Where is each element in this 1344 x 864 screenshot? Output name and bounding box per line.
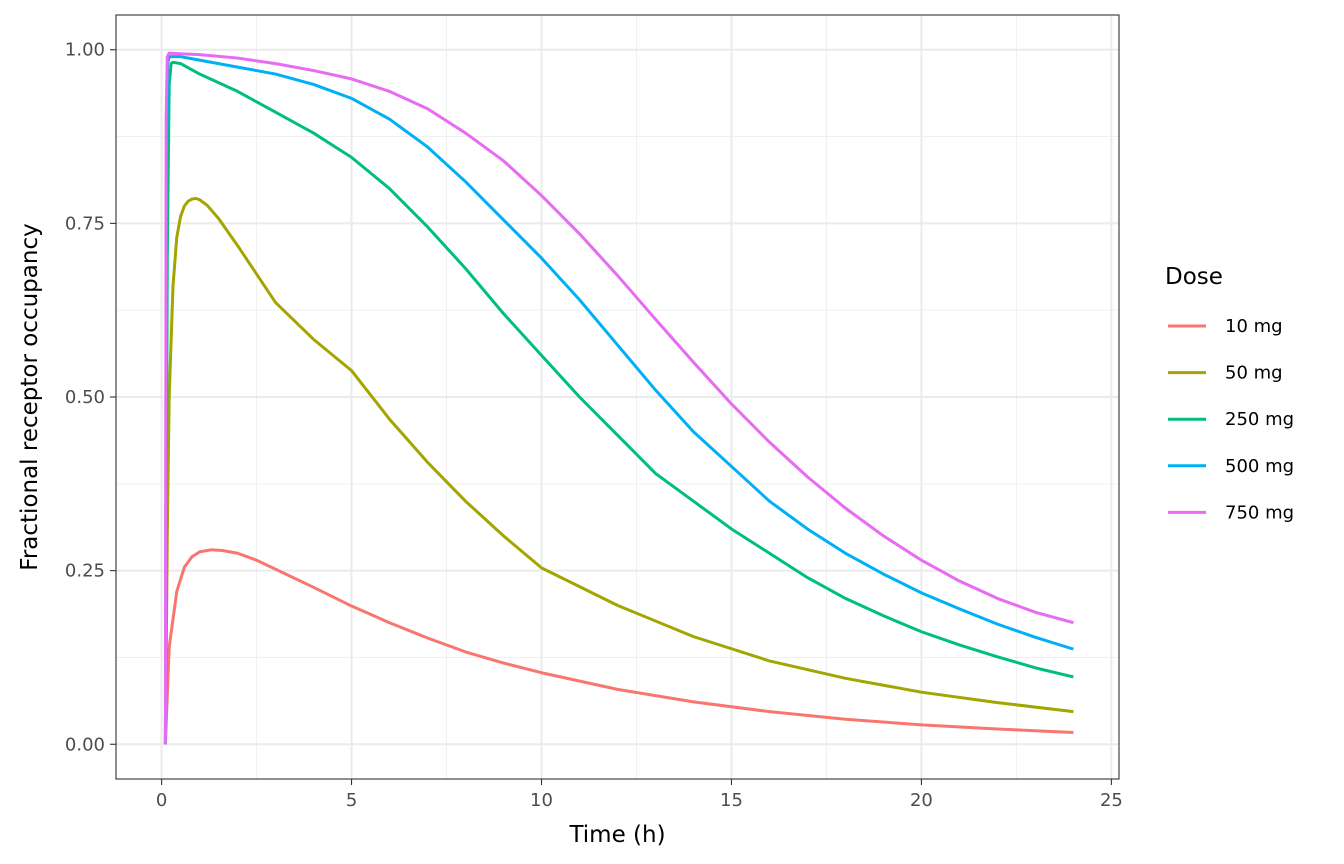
legend-label-50-mg: 50 mg: [1225, 363, 1283, 384]
x-tick-label: 0: [156, 790, 167, 811]
y-axis-ticks: 0.00 0.25 0.50 0.75 1.00: [65, 40, 116, 755]
y-tick-label: 0.75: [65, 213, 105, 234]
legend-label-500-mg: 500 mg: [1225, 456, 1294, 477]
legend-label-10-mg: 10 mg: [1225, 316, 1283, 337]
y-tick-label: 0.00: [65, 734, 105, 755]
series-line-50-mg: [163, 196, 1074, 745]
x-tick-label: 25: [1100, 790, 1123, 811]
y-tick-label: 0.50: [65, 387, 105, 408]
y-tick-label: 1.00: [65, 40, 105, 61]
series-line-750-mg: [163, 51, 1074, 745]
y-tick-label: 0.25: [65, 561, 105, 582]
legend-label-250-mg: 250 mg: [1225, 409, 1294, 430]
major-gridlines: [116, 15, 1119, 779]
y-axis-title: Fractional receptor occupancy: [17, 223, 43, 570]
x-tick-label: 10: [530, 790, 553, 811]
series-line-250-mg: [163, 60, 1074, 745]
x-tick-label: 20: [910, 790, 933, 811]
legend: Dose 10 mg 50 mg 250 mg 500 mg 750 mg: [1165, 264, 1294, 523]
series-lines: [163, 51, 1074, 745]
x-tick-label: 5: [346, 790, 357, 811]
series-line-10-mg: [163, 548, 1074, 745]
x-axis-title: Time (h): [568, 822, 665, 848]
x-tick-label: 15: [720, 790, 743, 811]
legend-title: Dose: [1165, 264, 1223, 290]
x-axis-ticks: 0 5 10 15 20 25: [156, 779, 1123, 811]
legend-label-750-mg: 750 mg: [1225, 502, 1294, 523]
series-line-500-mg: [163, 55, 1074, 745]
